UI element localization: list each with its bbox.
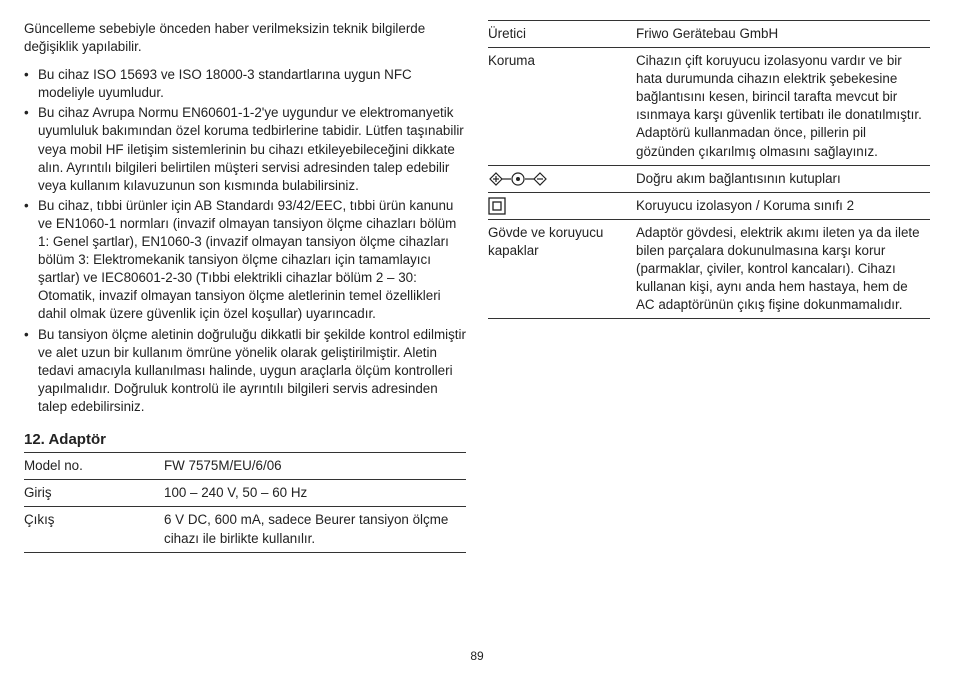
- list-item: Bu cihaz ISO 15693 ve ISO 18000-3 standa…: [24, 66, 466, 102]
- table-row: Üretici Friwo Gerätebau GmbH: [488, 21, 930, 48]
- section-title-adapter: 12. Adaptör: [24, 430, 466, 450]
- table-row: Doğru akım bağlantısının kutupları: [488, 165, 930, 192]
- spec-table: Üretici Friwo Gerätebau GmbH Koruma Ciha…: [488, 20, 930, 319]
- list-item: Bu tansiyon ölçme aletinin doğruluğu dik…: [24, 326, 466, 416]
- bullet-list: Bu cihaz ISO 15693 ve ISO 18000-3 standa…: [24, 66, 466, 416]
- table-row: Koruyucu izolasyon / Koruma sınıfı 2: [488, 192, 930, 219]
- list-item: Bu cihaz, tıbbi ürünler için AB Standard…: [24, 197, 466, 324]
- cell-icon: [488, 192, 636, 219]
- intro-text: Güncelleme sebebiyle önceden haber veril…: [24, 20, 466, 56]
- adapter-table: Model no. FW 7575M/EU/6/06 Giriş 100 – 2…: [24, 452, 466, 552]
- cell-value: FW 7575M/EU/6/06: [164, 453, 466, 480]
- table-row: Model no. FW 7575M/EU/6/06: [24, 453, 466, 480]
- cell-key: Giriş: [24, 480, 164, 507]
- table-row: Giriş 100 – 240 V, 50 – 60 Hz: [24, 480, 466, 507]
- cell-icon: [488, 165, 636, 192]
- cell-key: Model no.: [24, 453, 164, 480]
- class2-icon: [488, 197, 634, 215]
- left-column: Güncelleme sebebiyle önceden haber veril…: [24, 20, 466, 640]
- cell-value: Adaptör gövdesi, elektrik akımı ileten y…: [636, 219, 930, 318]
- cell-value: 100 – 240 V, 50 – 60 Hz: [164, 480, 466, 507]
- cell-value: Koruyucu izolasyon / Koruma sınıfı 2: [636, 192, 930, 219]
- page-number: 89: [0, 649, 954, 663]
- cell-key: Çıkış: [24, 507, 164, 552]
- polarity-icon: [488, 171, 548, 187]
- right-column: Üretici Friwo Gerätebau GmbH Koruma Ciha…: [488, 20, 930, 640]
- document-page: Güncelleme sebebiyle önceden haber veril…: [0, 0, 954, 640]
- list-item: Bu cihaz Avrupa Normu EN60601-1-2'ye uyg…: [24, 104, 466, 194]
- cell-key: Koruma: [488, 48, 636, 166]
- cell-value: Cihazın çift koruyucu izolasyonu vardır …: [636, 48, 930, 166]
- table-row: Koruma Cihazın çift koruyucu izolasyonu …: [488, 48, 930, 166]
- cell-value: 6 V DC, 600 mA, sadece Beurer tansiyon ö…: [164, 507, 466, 552]
- cell-key: Üretici: [488, 21, 636, 48]
- table-row: Çıkış 6 V DC, 600 mA, sadece Beurer tans…: [24, 507, 466, 552]
- table-row: Gövde ve koruyucu kapaklar Adaptör gövde…: [488, 219, 930, 318]
- cell-value: Doğru akım bağlantısının kutupları: [636, 165, 930, 192]
- cell-value: Friwo Gerätebau GmbH: [636, 21, 930, 48]
- cell-key: Gövde ve koruyucu kapaklar: [488, 219, 636, 318]
